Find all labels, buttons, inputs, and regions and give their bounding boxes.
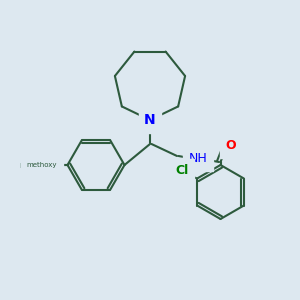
Text: O: O [47,158,58,172]
Text: O: O [226,139,236,152]
Text: NH: NH [189,152,207,166]
Text: methoxy: methoxy [26,162,57,168]
Text: O: O [46,158,57,172]
Text: O: O [35,158,46,171]
Text: methoxy: methoxy [20,160,56,169]
Text: N: N [144,113,156,127]
Text: Cl: Cl [176,164,189,178]
